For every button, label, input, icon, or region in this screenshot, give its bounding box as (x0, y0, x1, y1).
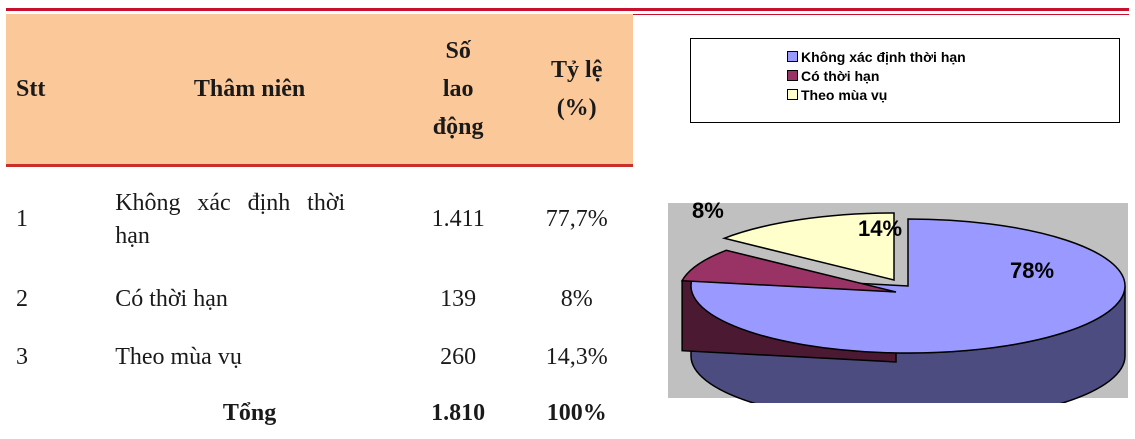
top-rule (6, 8, 1129, 11)
legend-item: Theo mùa vụ (787, 86, 887, 104)
seniority-table: Stt Thâm niên Số lao động Tỷ lệ (%) 1 Kh… (6, 14, 633, 439)
total-label: Tổng (222, 399, 277, 426)
legend-swatch (787, 70, 798, 81)
table-header-row: Stt Thâm niên Số lao động Tỷ lệ (%) (6, 14, 633, 166)
legend-label: Không xác định thời hạn (801, 49, 966, 65)
total-row: Tổng 1.810 100% (6, 387, 633, 439)
pie-tops (680, 212, 1126, 354)
header-worker-count-line: Số (445, 38, 471, 64)
legend-label: Theo mùa vụ (801, 87, 888, 103)
cell-percentage: 14,3% (545, 343, 608, 370)
pie-slice (721, 212, 895, 281)
header-stt: Stt (6, 14, 104, 166)
cell-stt: 3 (16, 343, 28, 370)
pie-data-label: 78% (1010, 258, 1054, 283)
cell-percentage: 77,7% (545, 206, 608, 232)
cell-stt: 2 (16, 286, 28, 312)
chart-legend: Không xác định thời hạn Có thời hạn Theo… (690, 38, 1120, 123)
legend-item: Không xác định thời hạn (787, 48, 966, 66)
cell-worker-count: 1.411 (431, 206, 485, 232)
pie-slice (680, 249, 897, 293)
header-worker-count-line: động (432, 114, 484, 140)
header-seniority: Thâm niên (103, 14, 396, 166)
cell-percentage: 8% (560, 286, 593, 312)
cell-worker-count: 139 (440, 286, 477, 312)
pie-chart: 78% 8% 14% (680, 198, 1126, 403)
header-percentage-line: (%) (556, 95, 597, 121)
pie-data-label: 14% (858, 216, 902, 241)
cell-seniority-text: Không xác định thời hạn (115, 189, 346, 249)
cell-seniority: Có thời hạn (115, 286, 228, 312)
legend-label: Có thời hạn (801, 68, 880, 84)
pie-data-label: 8% (692, 198, 724, 223)
legend-swatch (787, 89, 798, 100)
total-percentage: 100% (546, 399, 607, 426)
legend-swatch (787, 51, 798, 62)
cell-stt: 1 (16, 206, 28, 232)
cell-worker-count: 260 (440, 343, 477, 370)
header-percentage-line: Tỷ lệ (551, 57, 603, 83)
total-worker-count: 1.810 (431, 399, 486, 426)
cell-seniority: Theo mùa vụ (115, 343, 242, 370)
table-row: 1 Không xác định thời hạn 1.411 77,7% (6, 166, 633, 273)
header-percentage: Tỷ lệ (%) (520, 14, 633, 166)
legend-item: Có thời hạn (787, 67, 879, 85)
header-worker-count: Số lao động (395, 14, 521, 166)
cell-seniority: Không xác định thời hạn (103, 166, 396, 273)
cell-stt-empty (6, 387, 103, 439)
header-worker-count-line: lao (442, 76, 474, 102)
table-row: 3 Theo mùa vụ 260 14,3% (6, 327, 633, 387)
table-row: 2 Có thời hạn 139 8% (6, 272, 633, 327)
pie-slice (690, 218, 1126, 354)
